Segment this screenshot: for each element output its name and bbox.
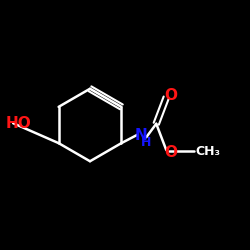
Text: N: N bbox=[135, 128, 148, 144]
Text: O: O bbox=[164, 145, 177, 160]
Text: HO: HO bbox=[6, 116, 32, 131]
Text: O: O bbox=[164, 88, 177, 103]
Text: CH₃: CH₃ bbox=[195, 145, 220, 158]
Text: H: H bbox=[140, 136, 151, 149]
